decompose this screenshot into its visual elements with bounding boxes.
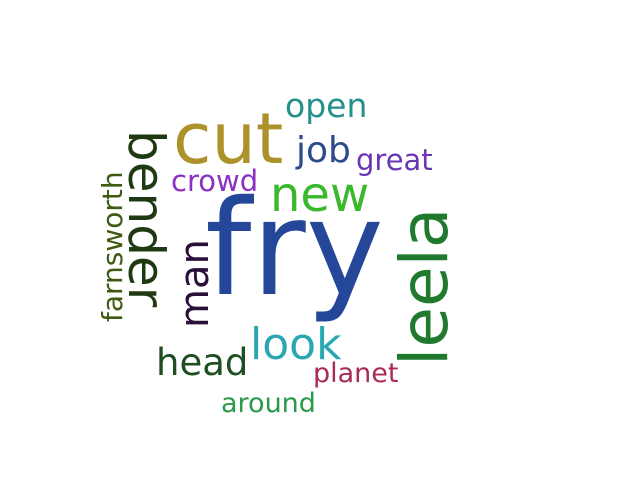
word-fry: fry (205, 172, 384, 326)
word-great: great (356, 143, 433, 177)
word-new: new (270, 167, 370, 223)
word-look: look (250, 319, 342, 370)
word-man: man (172, 239, 218, 328)
word-cut: cut (173, 98, 284, 180)
word-farnsworth: farnsworth (96, 171, 129, 322)
word-job: job (296, 130, 351, 171)
word-head: head (156, 341, 249, 384)
word-planet: planet (313, 358, 399, 389)
word-around: around (221, 388, 316, 419)
word-crowd: crowd (171, 164, 259, 198)
word-leela: leela (386, 207, 463, 366)
word-open: open (285, 86, 368, 125)
